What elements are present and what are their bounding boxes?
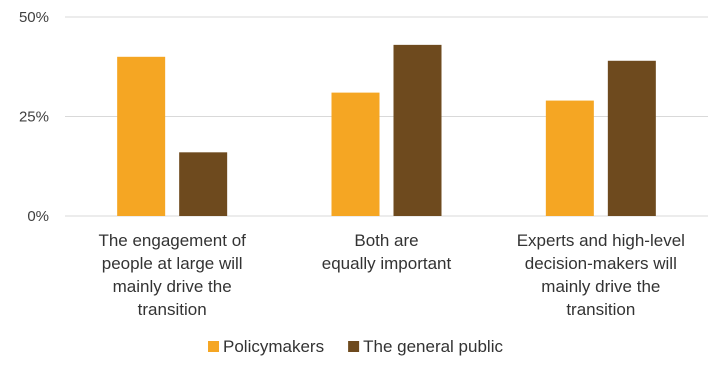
category-label: The engagement of people at large will mai… bbox=[98, 231, 246, 319]
bar-policymakers bbox=[117, 56, 166, 216]
legend-label: The general public bbox=[363, 337, 503, 356]
legend-swatch bbox=[208, 341, 220, 352]
category-labels: The engagement of people at large will mai… bbox=[98, 231, 685, 319]
bar-policymakers bbox=[331, 92, 380, 216]
bars bbox=[117, 44, 656, 216]
legend-label: Policymakers bbox=[223, 337, 324, 356]
y-tick-label: 0% bbox=[27, 208, 49, 225]
gridlines bbox=[65, 16, 708, 217]
bar-the-general-public bbox=[393, 44, 442, 216]
bar-the-general-public bbox=[607, 60, 656, 216]
bar-the-general-public bbox=[179, 152, 228, 216]
bar-policymakers bbox=[545, 100, 594, 216]
legend-swatch bbox=[348, 341, 360, 352]
y-tick-label: 25% bbox=[19, 109, 49, 126]
category-label: Experts and high-level decision-makers wi… bbox=[517, 231, 685, 319]
category-label: Both are equally important bbox=[322, 231, 452, 273]
y-axis-tick-labels: 0% 25% 50% bbox=[19, 9, 49, 225]
legend: Policymakers The general public bbox=[208, 337, 503, 356]
y-tick-label: 50% bbox=[19, 9, 49, 26]
